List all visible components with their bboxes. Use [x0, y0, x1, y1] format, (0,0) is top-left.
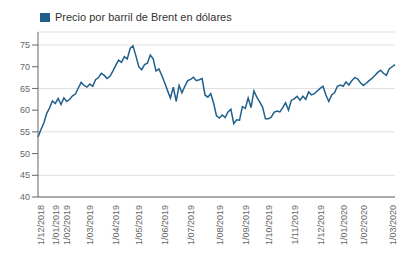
svg-text:1/09/2019: 1/09/2019	[241, 205, 251, 245]
svg-text:45: 45	[20, 170, 30, 180]
svg-text:1/12/2019: 1/12/2019	[316, 205, 326, 245]
svg-text:65: 65	[20, 84, 30, 94]
svg-text:50: 50	[20, 149, 30, 159]
svg-text:1/12/2018: 1/12/2018	[36, 205, 46, 245]
svg-text:1/01/2019: 1/01/2019	[51, 205, 61, 245]
svg-text:1/05/2019: 1/05/2019	[134, 205, 144, 245]
svg-text:1/07/2019: 1/07/2019	[186, 205, 196, 245]
svg-text:1/03/2020: 1/03/2020	[388, 205, 398, 245]
svg-text:1/02/2020: 1/02/2020	[359, 205, 369, 245]
svg-text:1/11/2019: 1/11/2019	[290, 205, 300, 244]
svg-text:1/06/2019: 1/06/2019	[160, 205, 170, 245]
svg-text:1/08/2019: 1/08/2019	[215, 205, 225, 245]
svg-text:55: 55	[20, 127, 30, 137]
svg-text:1/02/2019: 1/02/2019	[62, 205, 72, 245]
svg-text:1/03/2019: 1/03/2019	[85, 205, 95, 245]
svg-text:1/04/2019: 1/04/2019	[111, 205, 121, 245]
svg-text:75: 75	[20, 40, 30, 50]
svg-text:70: 70	[20, 62, 30, 72]
html-text:Precio por barril de Brent en: Precio por barril de Brent en dólares	[55, 11, 232, 23]
svg-text:1/10/2019: 1/10/2019	[264, 205, 274, 245]
svg-text:40: 40	[20, 192, 30, 202]
svg-text:60: 60	[20, 105, 30, 115]
svg-text:1/01/2020: 1/01/2020	[339, 205, 349, 245]
